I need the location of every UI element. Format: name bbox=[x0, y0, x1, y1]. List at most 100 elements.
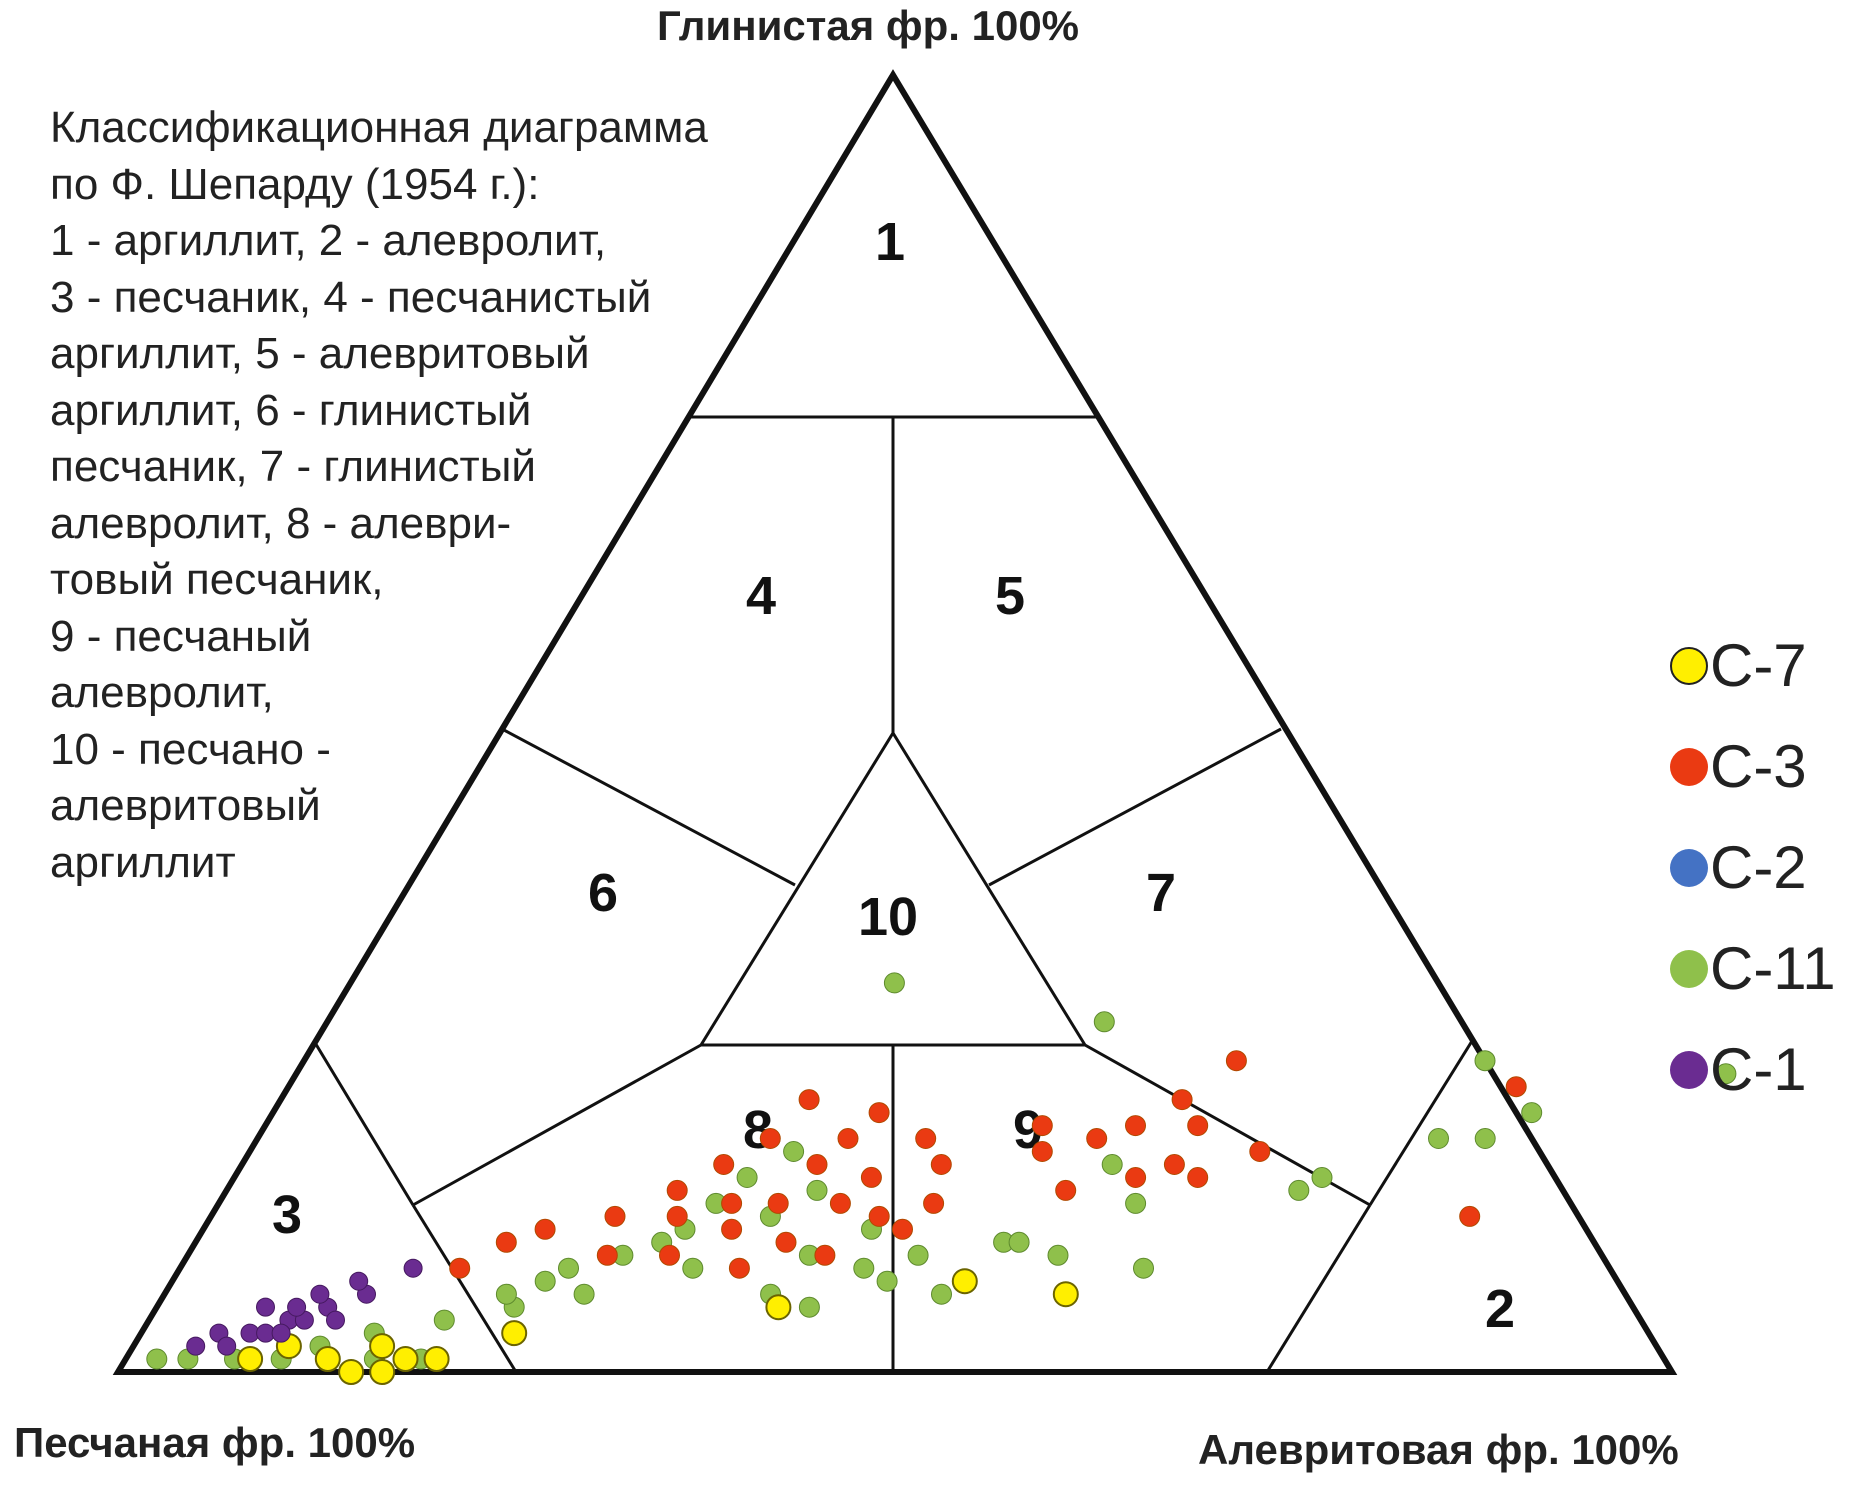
boundary-10-left bbox=[699, 732, 895, 1046]
note-line: 10 - песчано - bbox=[50, 724, 331, 774]
vertex-label-top: Глинистая фр. 100% bbox=[657, 2, 1079, 49]
data-point bbox=[713, 1154, 735, 1175]
note-line: аргиллит bbox=[50, 837, 236, 887]
classification-note: Классификационная диаграмма по Ф. Шепард… bbox=[50, 100, 810, 891]
data-point bbox=[775, 1231, 797, 1253]
data-point bbox=[876, 1270, 898, 1292]
legend-item-c3: С-3 bbox=[1670, 737, 1849, 840]
note-line: алевритовый bbox=[50, 781, 321, 830]
data-point bbox=[892, 1218, 913, 1240]
boundary-3-top bbox=[312, 1040, 415, 1206]
boundary-3-8 bbox=[411, 1204, 518, 1373]
data-point bbox=[829, 1192, 851, 1214]
data-point bbox=[369, 1333, 396, 1360]
note-line: аргиллит, 5 - алевритовый bbox=[50, 329, 590, 378]
data-point bbox=[883, 972, 905, 994]
legend-label: С-7 bbox=[1710, 632, 1807, 699]
data-point bbox=[736, 1167, 758, 1188]
boundary-2-top bbox=[1368, 1040, 1474, 1206]
data-point bbox=[558, 1257, 579, 1279]
note-line: Классификационная диаграмма bbox=[50, 103, 708, 152]
data-point bbox=[271, 1323, 291, 1343]
data-point bbox=[1052, 1281, 1079, 1308]
data-point bbox=[1125, 1167, 1147, 1188]
data-point bbox=[951, 1268, 978, 1295]
data-point bbox=[495, 1283, 517, 1305]
data-point bbox=[666, 1179, 688, 1201]
legend-marker bbox=[1670, 748, 1708, 786]
data-points bbox=[146, 972, 1737, 1385]
data-point bbox=[433, 1309, 455, 1331]
data-point bbox=[798, 1296, 820, 1318]
data-point bbox=[495, 1231, 517, 1253]
data-point bbox=[310, 1284, 330, 1304]
data-point bbox=[682, 1257, 704, 1279]
data-point bbox=[759, 1128, 781, 1149]
data-point bbox=[806, 1154, 828, 1175]
data-point bbox=[1311, 1167, 1333, 1188]
data-point bbox=[837, 1128, 859, 1149]
data-point bbox=[765, 1294, 792, 1321]
data-point bbox=[1187, 1115, 1209, 1137]
data-point bbox=[1249, 1141, 1271, 1162]
zone-label-6: 6 bbox=[588, 863, 618, 923]
data-point bbox=[783, 1141, 805, 1162]
data-point bbox=[338, 1359, 365, 1385]
data-point bbox=[853, 1257, 875, 1279]
data-point bbox=[596, 1244, 618, 1266]
data-point bbox=[604, 1205, 626, 1227]
data-point bbox=[1008, 1231, 1030, 1253]
data-point bbox=[501, 1320, 528, 1347]
data-point bbox=[1459, 1205, 1481, 1227]
data-point bbox=[217, 1336, 237, 1356]
data-point bbox=[868, 1102, 890, 1124]
zone-label-3: 3 bbox=[272, 1185, 302, 1245]
data-point bbox=[349, 1271, 369, 1291]
zone-label-5: 5 bbox=[995, 566, 1025, 626]
data-point bbox=[721, 1218, 743, 1240]
legend: С-7 С-3 С-2 С-11 С-1 bbox=[1670, 632, 1849, 1143]
data-point bbox=[1474, 1050, 1496, 1072]
data-point bbox=[573, 1283, 595, 1305]
data-point bbox=[1163, 1154, 1185, 1175]
legend-marker bbox=[1670, 950, 1708, 988]
data-point bbox=[314, 1346, 341, 1372]
data-point bbox=[449, 1257, 471, 1279]
data-point bbox=[1093, 1011, 1115, 1033]
vertex-label-right: Алевритовая фр. 100% bbox=[1198, 1426, 1679, 1473]
zone-label-2: 2 bbox=[1485, 1279, 1515, 1339]
data-point bbox=[907, 1244, 929, 1266]
data-point bbox=[1505, 1076, 1527, 1098]
data-point bbox=[186, 1336, 206, 1356]
boundary-10-right bbox=[891, 732, 1087, 1046]
data-point bbox=[798, 1089, 820, 1111]
note-line: 1 - аргиллит, 2 - алевролит, bbox=[50, 216, 607, 265]
data-point bbox=[666, 1205, 688, 1227]
data-point bbox=[860, 1166, 882, 1188]
legend-label: С-2 bbox=[1710, 834, 1807, 901]
legend-item-c1: С-1 bbox=[1670, 1040, 1849, 1143]
data-point bbox=[1187, 1167, 1209, 1188]
data-point bbox=[1086, 1128, 1108, 1149]
boundary-6-8 bbox=[412, 1043, 702, 1207]
data-point bbox=[1474, 1128, 1496, 1149]
data-point bbox=[923, 1192, 945, 1214]
boundary-5-7 bbox=[988, 727, 1282, 887]
data-point bbox=[423, 1346, 450, 1372]
data-point bbox=[931, 1283, 952, 1305]
triangle-outline bbox=[112, 69, 1678, 1375]
data-point bbox=[1521, 1102, 1543, 1124]
legend-marker bbox=[1670, 647, 1708, 685]
note-line: песчаник, 7 - глинистый bbox=[50, 442, 536, 491]
data-point bbox=[403, 1258, 423, 1278]
legend-marker bbox=[1670, 849, 1708, 887]
boundary-9-2 bbox=[1265, 1204, 1372, 1373]
legend-marker bbox=[1670, 1051, 1708, 1089]
data-point bbox=[287, 1297, 307, 1317]
vertex-label-left: Песчаная фр. 100% bbox=[14, 1419, 415, 1466]
data-point bbox=[1171, 1089, 1193, 1111]
legend-label: С-11 bbox=[1710, 935, 1836, 1002]
data-point bbox=[534, 1270, 556, 1292]
note-line: алевролит, bbox=[50, 668, 274, 717]
